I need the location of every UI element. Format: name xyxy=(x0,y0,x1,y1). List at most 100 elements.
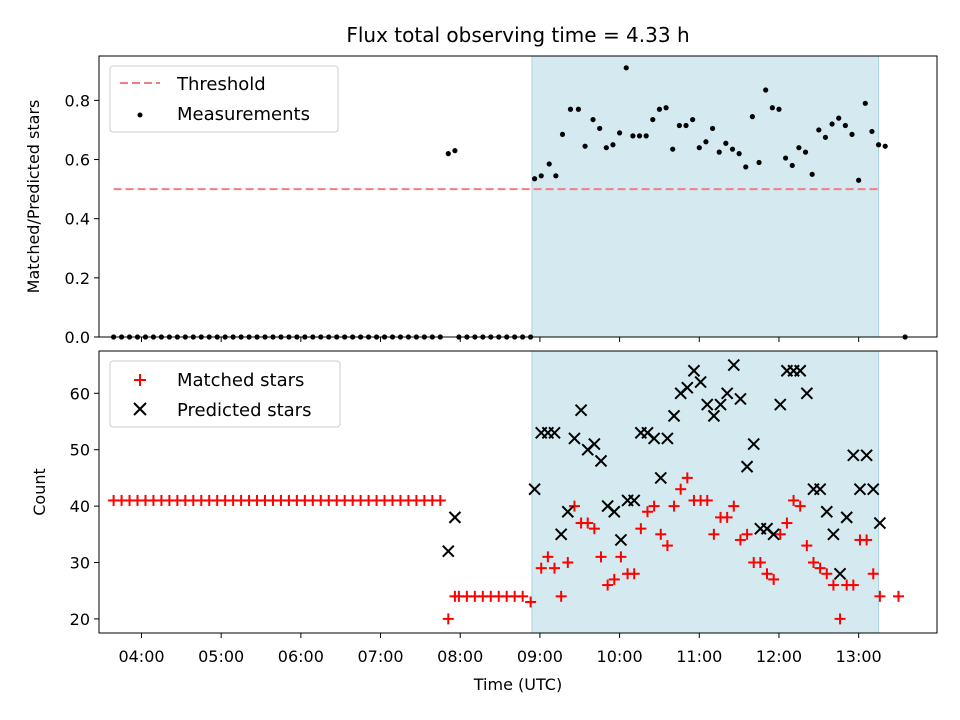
matched-star-point xyxy=(549,562,561,574)
top-y-axis-label: Matched/Predicted stars xyxy=(24,100,43,294)
matched-star-point xyxy=(861,534,873,546)
predicted-star-point xyxy=(740,460,754,473)
matched-star-point xyxy=(774,528,786,540)
measurement-point xyxy=(567,106,574,112)
matched-star-point xyxy=(781,517,793,529)
measurement-point xyxy=(783,155,789,161)
measurement-point xyxy=(776,106,782,112)
matched-star-point xyxy=(734,534,746,546)
measurement-point xyxy=(590,116,596,123)
xtick-label: 09:00 xyxy=(517,647,563,666)
predicted-star-point xyxy=(528,482,541,496)
measurement-point xyxy=(663,105,669,111)
matched-star-point xyxy=(754,557,766,568)
matched-star-point xyxy=(788,494,800,506)
predicted-star-point xyxy=(867,482,880,496)
legend-threshold-label: Threshold xyxy=(176,74,266,95)
predicted-star-point xyxy=(860,449,873,462)
matched-star-point xyxy=(434,494,446,506)
top-ytick-label: 0.0 xyxy=(65,328,90,347)
predicted-star-point xyxy=(840,511,853,524)
predicted-star-point xyxy=(820,505,833,518)
matched-star-point xyxy=(555,590,567,602)
predicted-star-point xyxy=(847,449,860,462)
xtick-label: 07:00 xyxy=(357,647,403,666)
predicted-star-point xyxy=(727,358,741,372)
measurement-point xyxy=(616,130,623,136)
matched-star-point xyxy=(874,590,886,602)
matched-star-point xyxy=(681,472,693,484)
measurement-point xyxy=(445,151,451,157)
x-axis-label: Time (UTC) xyxy=(473,675,562,694)
legend-measurements-swatch xyxy=(137,112,143,118)
top-ytick-label: 0.8 xyxy=(65,91,90,110)
matched-star-point xyxy=(542,551,554,563)
predicted-star-point xyxy=(681,381,694,394)
xtick-label: 05:00 xyxy=(198,647,244,666)
top-ytick-label: 0.2 xyxy=(65,269,90,288)
measurement-point xyxy=(630,133,636,139)
top-ytick-label: 0.6 xyxy=(65,151,90,170)
matched-star-point xyxy=(608,573,620,585)
xtick-label: 10:00 xyxy=(597,647,643,666)
measurement-point xyxy=(763,87,769,93)
measurement-point xyxy=(636,133,643,139)
measurement-point xyxy=(559,131,566,137)
predicted-star-point xyxy=(667,409,681,423)
matched-star-point xyxy=(535,562,547,574)
matched-star-point xyxy=(661,540,673,552)
measurement-point xyxy=(610,142,616,148)
measurement-point xyxy=(532,176,538,182)
measurement-point xyxy=(756,159,762,166)
predicted-star-point xyxy=(774,398,787,411)
top-legend: Threshold Measurements xyxy=(109,65,339,133)
predicted-star-point xyxy=(747,437,760,451)
matched-star-point xyxy=(655,528,667,540)
predicted-star-point xyxy=(813,482,827,496)
measurement-point xyxy=(575,106,582,112)
matched-star-point xyxy=(761,568,773,580)
chart-title: Flux total observing time = 4.33 h xyxy=(346,23,689,47)
measurement-point xyxy=(538,173,544,179)
measurement-point xyxy=(546,161,552,167)
top-highlight-span xyxy=(531,55,880,338)
predicted-star-point xyxy=(548,426,561,439)
matched-star-point xyxy=(708,528,720,540)
measurement-point xyxy=(623,65,629,71)
xtick-label: 12:00 xyxy=(756,647,802,666)
bottom-ytick-label: 50 xyxy=(70,441,90,460)
measurement-point xyxy=(882,143,888,149)
predicted-star-point xyxy=(574,404,588,417)
measurement-point xyxy=(736,151,742,157)
bottom-plot-frame xyxy=(98,350,938,634)
xtick-label: 11:00 xyxy=(676,647,722,666)
xtick-label: 06:00 xyxy=(278,647,324,666)
matched-star-point xyxy=(728,500,740,512)
matched-star-point xyxy=(801,540,813,552)
matched-star-point xyxy=(648,500,660,512)
matched-star-point xyxy=(701,494,713,506)
matched-star-point xyxy=(602,579,614,591)
measurement-point xyxy=(553,173,559,179)
measurement-point xyxy=(690,116,696,123)
predicted-star-point xyxy=(734,392,747,406)
predicted-star-point xyxy=(720,387,734,400)
xtick-label: 04:00 xyxy=(118,647,164,666)
predicted-star-point xyxy=(608,505,621,518)
measurement-point xyxy=(875,142,882,148)
predicted-star-point xyxy=(694,375,707,389)
measurement-point xyxy=(849,131,855,137)
predicted-star-point xyxy=(614,533,628,547)
matched-star-point xyxy=(847,579,859,591)
matched-star-point xyxy=(668,500,680,512)
measurement-point xyxy=(749,114,756,120)
legend-matched-label: Matched stars xyxy=(177,370,304,391)
top-panel: Flux total observing time = 4.33 h 0.0 0.… xyxy=(24,23,938,347)
matched-star-point xyxy=(595,551,607,563)
predicted-star-point xyxy=(701,398,714,411)
measurement-point xyxy=(670,146,676,152)
matched-star-point xyxy=(517,590,529,602)
matched-star-point xyxy=(628,568,640,580)
matched-star-point xyxy=(814,562,826,574)
measurement-point xyxy=(809,171,815,177)
